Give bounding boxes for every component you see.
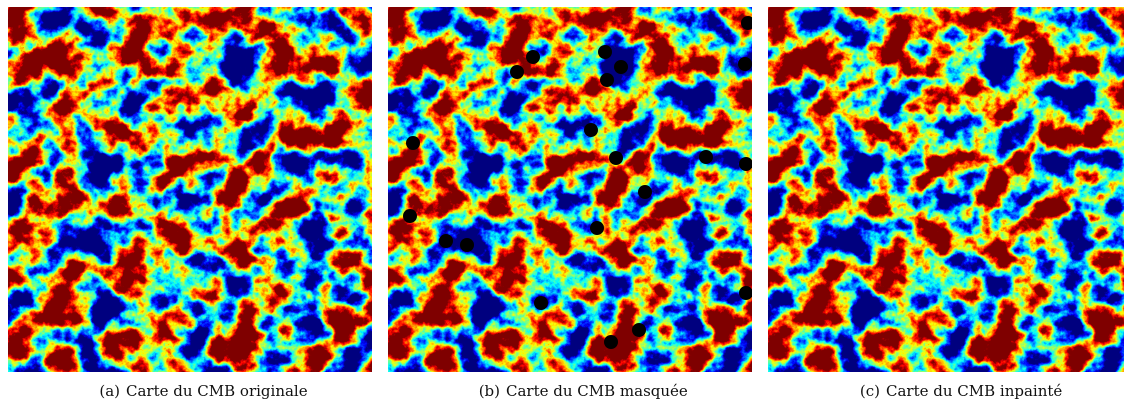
caption: Carte du CMB inpainté (886, 382, 1062, 400)
map-masked (388, 7, 752, 372)
caption-label: (b) (479, 382, 500, 400)
caption-label: (a) (99, 382, 120, 400)
caption: Carte du CMB masquée (506, 382, 688, 400)
caption: Carte du CMB originale (126, 382, 308, 400)
map-original (8, 7, 372, 372)
caption-label: (c) (860, 382, 880, 400)
mask-holes (403, 16, 752, 349)
map-inpainted (768, 7, 1124, 372)
